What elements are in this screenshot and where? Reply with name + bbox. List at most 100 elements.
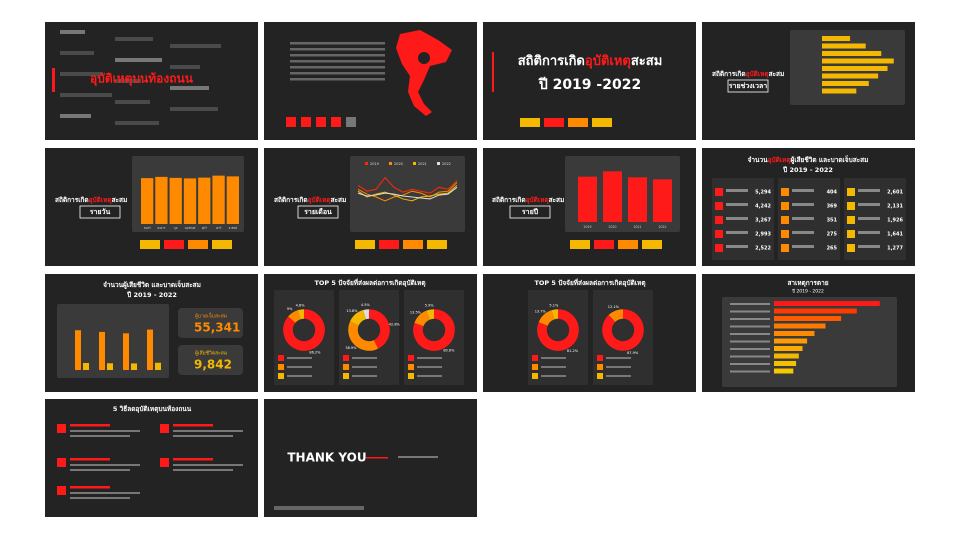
rank-icon	[847, 244, 855, 252]
rank-icon	[781, 188, 789, 196]
decoration	[70, 430, 140, 432]
decoration	[115, 37, 153, 41]
chart-panel	[57, 304, 169, 378]
bar	[653, 179, 672, 222]
text: 81.2%	[567, 349, 579, 353]
text: 3,267	[755, 218, 771, 224]
decoration	[730, 355, 770, 358]
bar	[774, 308, 857, 314]
bar	[774, 346, 803, 351]
title-part: อุบัติเหตุ	[746, 70, 769, 78]
slide	[483, 274, 696, 392]
line	[357, 176, 458, 194]
text: 5.1%	[549, 303, 559, 307]
decoration	[170, 65, 200, 69]
decoration	[274, 506, 364, 510]
text: ผู้บาดเจ็บสะสม	[195, 312, 227, 320]
line	[357, 185, 458, 202]
text: 5,294	[755, 190, 771, 196]
icon	[532, 364, 538, 370]
decoration	[70, 486, 110, 489]
bar	[141, 178, 154, 224]
rank-icon	[715, 202, 723, 210]
bar	[628, 177, 647, 222]
title-part: สะสม	[769, 70, 785, 78]
text: 5.9%	[425, 303, 435, 307]
text: อังคาร	[157, 226, 166, 230]
text: 2022	[658, 225, 666, 229]
title: สถิติการเกิดอุบัติเหตุสะสม	[518, 54, 663, 69]
legend-swatch	[437, 162, 440, 165]
bar	[774, 361, 797, 366]
decoration	[858, 203, 880, 206]
rank-icon	[847, 188, 855, 196]
bar	[822, 81, 869, 86]
rank-icon	[781, 230, 789, 238]
icon	[160, 424, 169, 433]
bar	[131, 363, 137, 370]
text: 13.8%	[346, 309, 358, 313]
decoration	[287, 375, 312, 377]
icon	[343, 373, 349, 379]
text: 4.8%	[296, 303, 306, 307]
decoration	[592, 118, 612, 127]
decoration	[366, 457, 388, 459]
bar	[99, 331, 105, 370]
title: สถิติการเกิดอุบัติเหตุสะสม	[492, 196, 564, 204]
decoration	[115, 121, 159, 125]
decoration	[70, 464, 140, 466]
donut-segment	[350, 310, 367, 326]
decoration	[290, 42, 385, 45]
bar	[774, 323, 826, 329]
icon	[57, 458, 66, 467]
decoration	[541, 375, 566, 377]
bar	[774, 368, 794, 374]
bar	[774, 331, 815, 336]
decoration	[286, 117, 296, 127]
decoration	[287, 366, 312, 368]
decoration	[316, 117, 326, 127]
decoration	[730, 363, 770, 365]
decoration	[417, 366, 442, 368]
donut-segment	[297, 309, 305, 320]
slide	[264, 22, 477, 140]
icon	[418, 52, 430, 64]
icon	[532, 373, 538, 379]
text: อุบัติเหตุบนท้องถนน	[90, 72, 194, 87]
text: 1,277	[887, 246, 903, 252]
icon	[343, 355, 349, 361]
icon	[532, 355, 538, 361]
title: สถิติการเกิดอุบัติเหตุสะสม	[274, 196, 346, 204]
donut-segment	[413, 309, 455, 351]
bar	[774, 338, 808, 344]
text: ปี 2019 -2022	[537, 77, 641, 93]
text: ผู้เสียชีวิตสะสม	[195, 350, 227, 357]
rank-icon	[847, 216, 855, 224]
bar	[822, 51, 882, 56]
decoration	[792, 189, 814, 192]
text: 87.9%	[627, 351, 639, 355]
decoration	[70, 435, 130, 437]
icon	[57, 486, 66, 495]
text: 351	[827, 218, 838, 224]
decoration	[398, 456, 438, 458]
decoration	[60, 30, 85, 34]
icon	[408, 364, 414, 370]
decoration	[792, 231, 814, 234]
decoration	[290, 60, 385, 63]
line	[357, 186, 458, 200]
decoration	[355, 240, 375, 249]
decoration	[594, 240, 614, 249]
label-box	[727, 79, 769, 93]
icon	[597, 355, 603, 361]
text: 1,641	[887, 232, 903, 238]
decoration	[290, 72, 385, 75]
text: 2021	[633, 225, 641, 229]
decoration	[726, 217, 748, 220]
donut-segment	[426, 309, 435, 320]
decoration	[792, 203, 814, 206]
title: สถิติการเกิดอุบัติเหตุสะสม	[712, 70, 784, 78]
text: ศุกร์	[202, 226, 207, 231]
title-part: สะสม	[631, 54, 662, 69]
donut-segment	[283, 309, 325, 351]
